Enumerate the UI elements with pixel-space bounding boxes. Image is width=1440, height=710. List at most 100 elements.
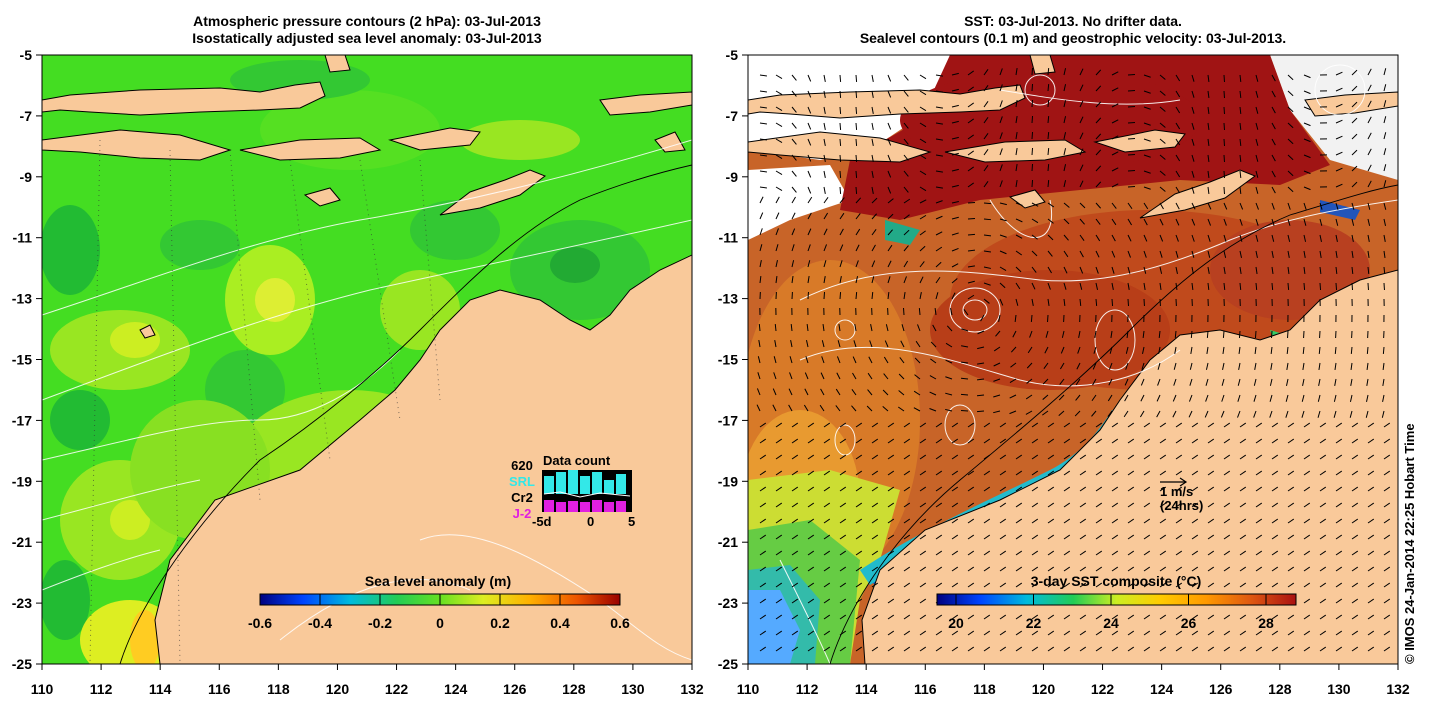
velocity-vector [804, 388, 809, 396]
velocity-vector [1335, 566, 1343, 572]
velocity-vector [1303, 598, 1311, 604]
velocity-vector [999, 116, 1003, 124]
velocity-vector [1143, 422, 1151, 428]
velocity-vector [791, 614, 799, 620]
velocity-vector [1335, 582, 1343, 588]
velocity-vector [1063, 180, 1067, 188]
x-tick-label: 120 [1032, 681, 1056, 697]
velocity-vector [1159, 422, 1167, 428]
velocity-vector [806, 323, 809, 332]
velocity-vector [1175, 122, 1181, 130]
velocity-vector [807, 170, 812, 178]
velocity-vector [1255, 202, 1259, 210]
velocity-vector [919, 90, 927, 96]
velocity-vector [1207, 122, 1210, 131]
velocity-vector [775, 154, 783, 160]
velocity-vector [1159, 234, 1164, 242]
velocity-vector [1367, 614, 1375, 620]
velocity-vector [887, 74, 892, 82]
velocity-vector [1382, 362, 1385, 371]
velocity-vector [1319, 598, 1327, 604]
velocity-vector [1222, 362, 1225, 370]
velocity-vector [1031, 518, 1039, 524]
velocity-vector [899, 357, 905, 364]
velocity-vector [807, 486, 815, 492]
velocity-vector [1303, 470, 1311, 476]
velocity-vector [790, 340, 793, 348]
velocity-vector [1271, 282, 1274, 291]
velocity-vector [855, 244, 860, 252]
velocity-vector [1079, 534, 1087, 540]
velocity-vector [1095, 266, 1099, 274]
velocity-vector [935, 550, 943, 556]
velocity-vector [823, 212, 829, 220]
velocity-vector [1158, 330, 1161, 339]
velocity-vector [935, 422, 943, 428]
velocity-vector [1335, 438, 1343, 444]
velocity-vector [1367, 132, 1372, 140]
velocity-vector [1239, 90, 1242, 99]
velocity-vector [1091, 394, 1097, 402]
velocity-vector [967, 422, 975, 428]
velocity-vector [839, 470, 847, 476]
velocity-vector [1223, 266, 1226, 274]
velocity-vector [1015, 218, 1023, 223]
velocity-vector [1015, 486, 1023, 492]
velocity-vector [1351, 550, 1359, 556]
velocity-vector [855, 614, 863, 620]
velocity-vector [967, 102, 974, 108]
velocity-vector [983, 502, 991, 508]
velocity-vector [1127, 486, 1135, 492]
velocity-vector [951, 88, 959, 92]
velocity-vector [1143, 74, 1151, 78]
velocity-vector [1175, 486, 1183, 492]
velocity-vector [1031, 470, 1039, 476]
velocity-vector [1143, 438, 1151, 444]
velocity-vector [1109, 362, 1113, 370]
velocity-vector [1015, 502, 1023, 508]
velocity-vector [1047, 470, 1055, 476]
velocity-vector [951, 582, 959, 588]
velocity-vector [823, 260, 827, 268]
velocity-vector [983, 180, 989, 188]
velocity-vector [929, 391, 937, 396]
y-tick-label: -25 [12, 656, 32, 672]
x-tick-label: 120 [326, 681, 350, 697]
velocity-vector [951, 292, 956, 300]
velocity-vector [913, 390, 921, 396]
velocity-vector [1271, 234, 1275, 242]
velocity-vector [977, 330, 985, 335]
velocity-vector [871, 74, 874, 82]
velocity-vector [1335, 218, 1339, 226]
velocity-vector [1095, 454, 1103, 460]
velocity-vector [1025, 410, 1033, 415]
velocity-vector [1079, 454, 1087, 460]
velocity-vector [1127, 89, 1136, 92]
velocity-vector [1143, 502, 1151, 508]
sla-colorbar-ticks: -0.6 -0.4 -0.2 0 0.2 0.4 0.6 [248, 594, 630, 631]
velocity-vector [951, 486, 959, 492]
x-tick-label: 130 [621, 681, 645, 697]
velocity-vector [1127, 646, 1135, 652]
velocity-vector [871, 422, 879, 428]
velocity-vector [935, 292, 939, 300]
velocity-vector [1303, 154, 1311, 159]
velocity-vector [1143, 202, 1149, 210]
velocity-vector [871, 106, 874, 114]
velocity-vector [791, 582, 799, 588]
velocity-vector [839, 138, 842, 147]
velocity-vector [1303, 266, 1306, 275]
x-tick-label: 116 [914, 681, 937, 697]
velocity-vector [1143, 122, 1151, 126]
y-tick-label: -23 [12, 595, 32, 611]
velocity-vector [999, 454, 1007, 460]
velocity-vector [1047, 131, 1050, 140]
velocity-vector [1207, 502, 1215, 508]
velocity-vector [791, 598, 799, 604]
velocity-vector [1175, 250, 1179, 258]
velocity-vector [1015, 250, 1023, 256]
velocity-vector [887, 291, 890, 300]
velocity-vector [887, 198, 894, 204]
velocity-vector [1079, 132, 1084, 140]
velocity-vector [1047, 438, 1055, 444]
